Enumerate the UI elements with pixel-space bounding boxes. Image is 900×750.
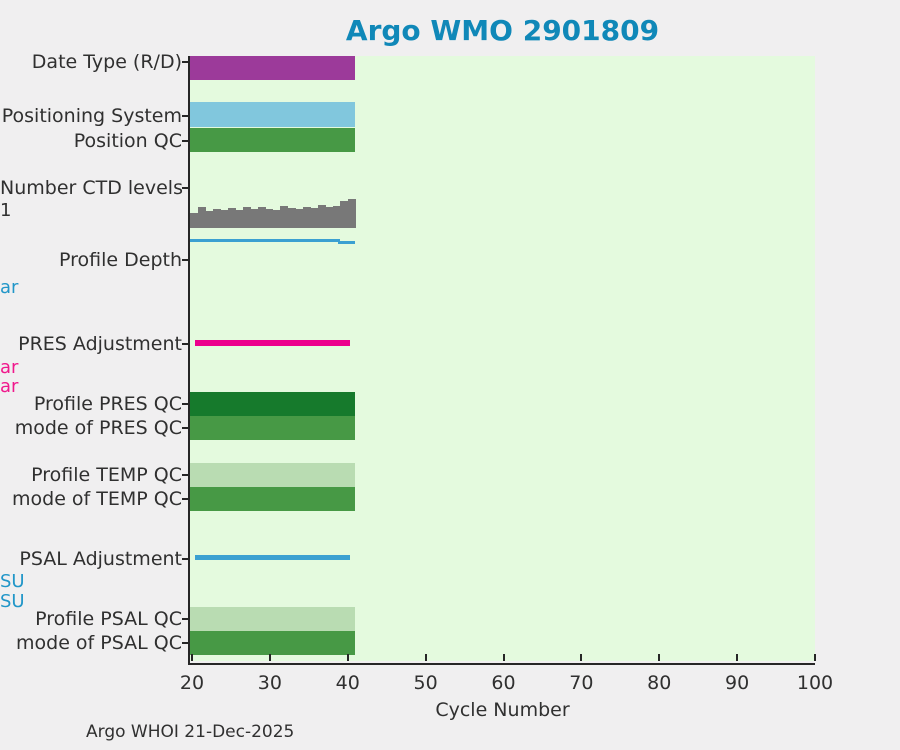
position-qc-tick [182,140,188,142]
x-tick-80 [658,654,661,661]
cutoff-annotation-0: 1 [0,200,12,221]
profile-pres-qc-label: Profile PRES QC [33,393,182,415]
profile-pres-qc-bar [190,392,355,416]
positioning-system-bar [190,102,355,127]
psal-adjustment-label: PSAL Adjustment [19,548,182,570]
ctd-levels-step [295,209,304,228]
cutoff-annotation-1: ar [0,277,19,298]
ctd-levels-step [265,209,274,228]
profile-psal-qc-bar [190,607,355,631]
mode-pres-qc-tick [182,427,188,429]
x-tick-label-60: 60 [491,672,516,694]
x-tick-30 [268,654,271,661]
cutoff-annotation-5: SU [0,591,25,612]
axes-frame [188,56,815,665]
ctd-levels-step [340,201,349,228]
pres-adjustment-line-segment-0 [195,340,350,346]
x-tick-label-40: 40 [335,672,360,694]
x-tick-label-90: 90 [725,672,750,694]
ctd-levels-step [347,199,356,228]
profile-depth-tick [182,259,188,261]
profile-pres-qc-tick [182,403,188,405]
ctd-levels-step [272,210,281,228]
mode-temp-qc-label: mode of TEMP QC [12,488,182,510]
profile-depth-label: Profile Depth [59,249,182,271]
ctd-levels-step [257,207,266,228]
profile-psal-qc-label: Profile PSAL QC [35,608,182,630]
date-type-bar [190,56,355,80]
ctd-levels-step [197,207,206,228]
x-axis-label: Cycle Number [435,699,570,721]
ctd-levels-step [190,213,199,228]
mode-pres-qc-bar [190,416,355,440]
mode-psal-qc-label: mode of PSAL QC [16,632,182,654]
ctd-levels-step [280,206,289,228]
ctd-levels-step [205,211,214,228]
mode-temp-qc-bar [190,487,355,511]
x-tick-50 [424,654,427,661]
x-tick-70 [580,654,583,661]
x-tick-label-100: 100 [796,672,834,694]
ctd-levels-step [235,210,244,228]
date-type-label: Date Type (R/D) [31,51,182,73]
ctd-levels-step [302,207,311,228]
x-tick-100 [814,654,816,661]
x-tick-40 [346,654,349,661]
mode-psal-qc-tick [182,642,188,644]
position-qc-bar [190,128,355,152]
ctd-levels-step [325,207,334,228]
psal-adjustment-tick [182,558,188,560]
date-type-tick [182,61,188,63]
positioning-system-label: Positioning System [1,105,182,127]
ctd-levels-step [227,208,236,228]
x-tick-label-20: 20 [179,672,205,694]
ctd-levels-step [250,209,259,228]
profile-temp-qc-tick [182,474,188,476]
mode-temp-qc-tick [182,498,188,500]
profile-psal-qc-tick [182,618,188,620]
profile-depth-line-segment-1 [338,241,355,244]
cutoff-annotation-4: SU [0,571,25,592]
x-tick-label-70: 70 [569,672,594,694]
x-tick-20 [191,654,193,661]
x-tick-90 [736,654,739,661]
mode-pres-qc-label: mode of PRES QC [14,417,182,439]
pres-adjustment-label: PRES Adjustment [18,333,182,355]
chart-title: Argo WMO 2901809 [345,14,660,47]
ctd-levels-step [212,209,221,228]
cutoff-annotation-2: ar [0,357,19,378]
ctd-levels-step [317,205,326,228]
ctd-levels-step [242,207,251,228]
psal-adjustment-line-segment-0 [195,555,350,560]
ctd-levels-label: Number CTD levels [0,177,183,199]
ctd-levels-tick [182,187,188,189]
x-tick-label-80: 80 [647,672,672,694]
ctd-levels-step [332,206,341,228]
ctd-levels-step [310,208,319,228]
profile-temp-qc-bar [190,463,355,487]
ctd-levels-step [220,210,229,228]
mode-psal-qc-bar [190,631,355,655]
profile-temp-qc-label: Profile TEMP QC [31,464,182,486]
cutoff-annotation-3: ar [0,376,19,397]
plot-area [190,56,815,661]
x-tick-label-30: 30 [257,672,282,694]
positioning-system-tick [182,115,188,117]
footer-text: Argo WHOI 21-Dec-2025 [86,722,295,742]
x-tick-label-50: 50 [413,672,438,694]
x-tick-60 [502,654,505,661]
profile-depth-line-segment-0 [190,239,340,242]
position-qc-label: Position QC [73,130,182,152]
ctd-levels-step [287,208,296,228]
pres-adjustment-tick [182,343,188,345]
